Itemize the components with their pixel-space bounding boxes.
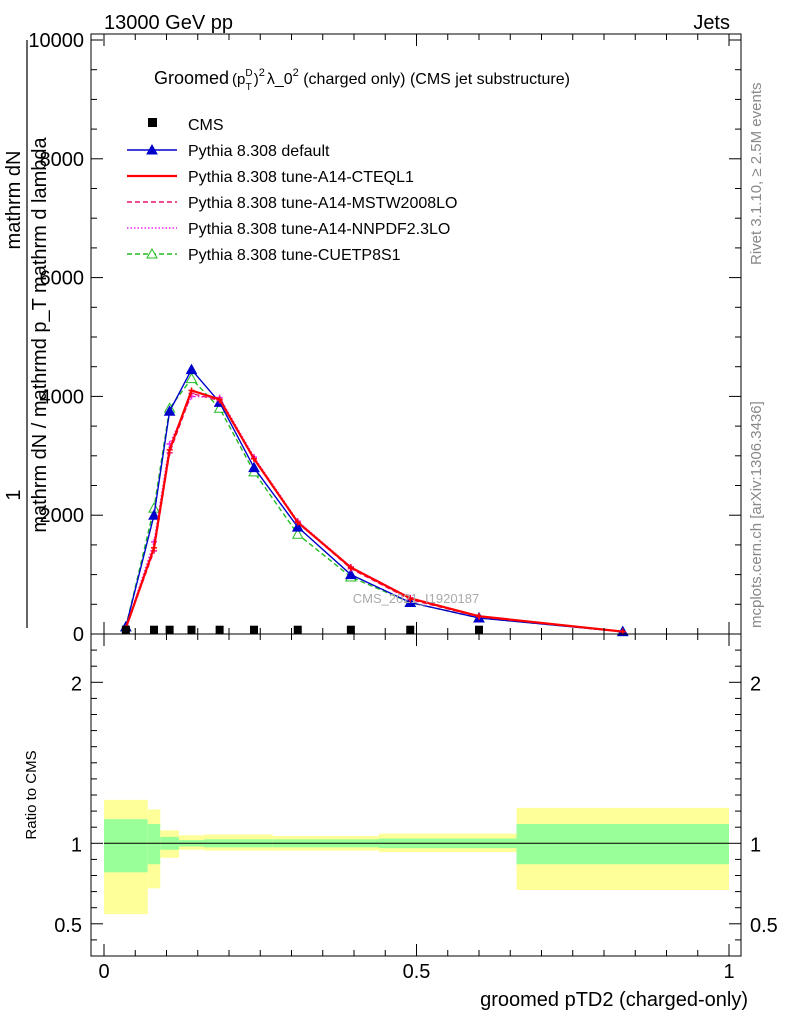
title-sub-t: T [246,82,252,93]
xtick-label: 1 [723,961,734,983]
main-panel: 0 2000 4000 6000 8000 10000 CMS_2021_I1920187 [28,30,742,646]
series-point-default [185,363,198,375]
legend-label-cms: CMS [188,117,224,134]
xtick-label: 0 [98,961,109,983]
cms-data-point [215,625,224,634]
legend-marker-cuetp8s1 [146,247,158,259]
xlabel: groomed pTD2 (charged-only) [480,989,748,1011]
main-ytick-label: 8000 [40,149,85,171]
cms-data-point [150,625,158,634]
legend-label-mstw: Pythia 8.308 tune-A14-MSTW2008LO [188,195,457,212]
cms-data-point [250,625,258,634]
ylabel-num: mathrm dN [3,151,25,250]
ylabel-one: 1 [3,489,25,500]
title-sup-d: D [245,68,252,79]
cms-data-point [165,625,174,634]
ratio-ytick-label: 2 [71,673,82,695]
main-title: Groomed (pD T)2 λ_02 (charged only) (CMS je… [154,67,570,93]
ratio-ylabel: Ratio to CMS [23,750,40,839]
cms-data-point [187,625,196,634]
title-p: (p [232,71,245,88]
legend: CMS Pythia 8.308 default Pythia 8.308 tu… [127,117,457,264]
cms-data-point [406,625,415,634]
ratio-ytick-label-right: 2 [750,673,761,695]
energy-label: 13000 GeV pp [104,12,233,34]
title-pre: Groomed [154,68,229,88]
ratio-panel: 0.5 0.5 1 1 2 2 0 0.5 1 Ratio to CMS groomed pTD… [23,633,778,1011]
ratio-ytick-label-right: 0.5 [750,915,778,937]
legend-marker-default [146,143,158,155]
title-lambda: λ_0 [267,71,293,88]
ratio-ytick-label: 0.5 [54,915,82,937]
ratio-ytick-label: 1 [71,834,82,856]
series-point-cuetp8s1 [185,372,198,384]
legend-label-cuetp8s1: Pythia 8.308 tune-CUETP8S1 [188,247,401,264]
ratio-band-inner [516,823,729,865]
title-post: (charged only) (CMS jet substructure) [299,71,570,88]
cms-data-point [293,625,302,634]
cms-data-point [346,625,355,634]
main-ytick-label: 4000 [40,386,85,408]
main-ytick-label: 2000 [40,505,85,527]
legend-label-default: Pythia 8.308 default [188,143,330,160]
title-sup-2: 2 [259,67,265,79]
series-point-default [291,521,304,532]
ratio-plot-area [104,799,729,915]
legend-marker-cms [148,118,157,127]
rivet-label: Rivet 3.1.10, ≥ 2.5M events [748,83,765,266]
series-point-cuetp8s1 [291,528,304,539]
ratio-frame [90,633,742,957]
watermark: CMS_2021_I1920187 [353,591,480,606]
series-point-default [345,568,357,580]
ylabel-den: mathrm dN / mathrmd p_T mathrm d lambda [29,136,51,532]
main-ytick-label: 6000 [40,268,85,290]
svg-text:Groomed(pDT)2λ_02 (charged on: Groomed (pD T)2 λ_02 (charged only) (CMS je… [154,67,570,93]
ratio-band-inner [104,819,148,873]
main-ytick-label: 0 [73,624,84,646]
series-point-default [148,509,160,520]
process-label: Jets [693,12,730,34]
mcplots-label: mcplots.cern.ch [arXiv:1306.3436] [748,401,765,628]
series-point-default [163,405,176,416]
title-close: ) [254,71,259,88]
legend-label-nnpdf: Pythia 8.308 tune-A14-NNPDF2.3LO [188,221,450,238]
ratio-axis-ticks: 0.5 0.5 1 1 2 2 0 0.5 1 [54,634,778,983]
series-point-default [248,461,260,473]
main-axis-ticks: 0 2000 4000 6000 8000 10000 [28,30,741,646]
main-plot-area [120,363,629,637]
ratio-band-inner [147,823,161,865]
cms-data-point [121,625,130,634]
ratio-ytick-label-right: 1 [750,834,761,856]
main-ytick-label: 10000 [28,30,84,52]
main-ylabel: 1 mathrm dN mathrm dN / mathrmd p_T math… [3,40,51,628]
xtick-label: 0.5 [403,961,431,983]
legend-label-cteql1: Pythia 8.308 tune-A14-CTEQL1 [188,169,414,186]
title-sup-2b: 2 [293,67,299,79]
